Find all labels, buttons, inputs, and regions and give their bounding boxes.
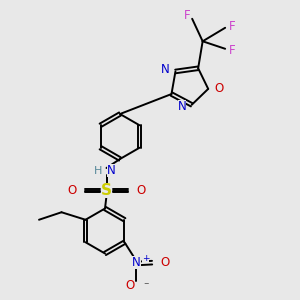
Text: N: N [161, 64, 170, 76]
Text: ⁻: ⁻ [143, 281, 148, 291]
Text: N: N [107, 164, 116, 178]
Text: +: + [142, 254, 149, 263]
Text: N: N [132, 256, 141, 269]
Text: O: O [160, 256, 169, 269]
Text: F: F [184, 9, 191, 22]
Text: O: O [136, 184, 145, 197]
Text: O: O [68, 184, 77, 197]
Text: S: S [101, 183, 112, 198]
Text: N: N [178, 100, 186, 113]
Text: F: F [229, 44, 236, 57]
Text: O: O [126, 279, 135, 292]
Text: H: H [94, 166, 102, 176]
Text: O: O [215, 82, 224, 95]
Text: F: F [229, 20, 236, 33]
